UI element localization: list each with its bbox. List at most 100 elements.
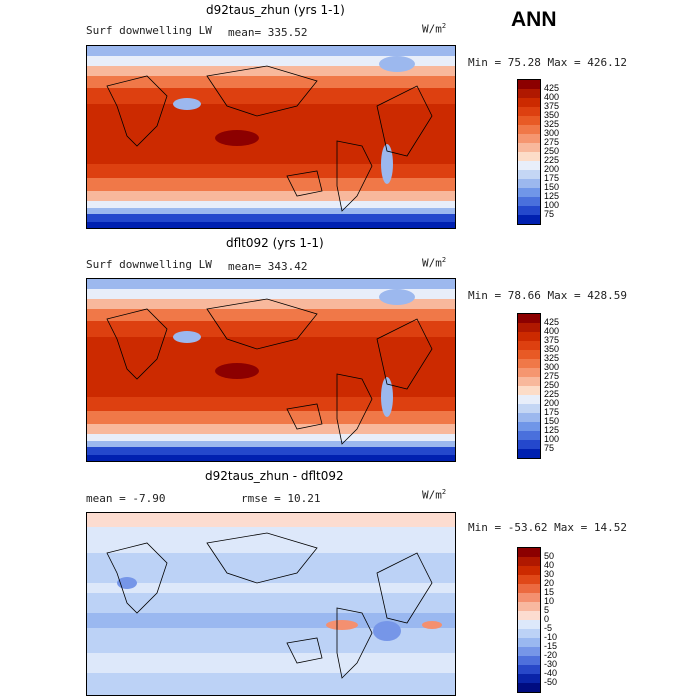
colorbar-swatch xyxy=(518,665,540,674)
map-field-blob xyxy=(173,331,201,343)
map-field-band xyxy=(87,593,455,613)
coastline xyxy=(286,170,323,197)
colorbar-swatch xyxy=(518,197,540,206)
map-field-band xyxy=(87,214,455,222)
colorbar-swatch xyxy=(518,656,540,665)
colorbar-label: 375 xyxy=(544,101,560,111)
map-field-band xyxy=(87,136,455,164)
colorbar-label: 125 xyxy=(544,425,560,435)
colorbar-label: 425 xyxy=(544,317,560,327)
colorbar-label: 225 xyxy=(544,155,560,165)
map-field-band xyxy=(87,441,455,447)
colorbar-label: 275 xyxy=(544,137,560,147)
panel3-title: d92taus_zhun - dflt092 xyxy=(205,469,344,483)
colorbar-label: 30 xyxy=(544,569,555,579)
colorbar-swatch xyxy=(518,548,540,557)
colorbar-label: 125 xyxy=(544,191,560,201)
colorbar-label: 300 xyxy=(544,128,560,138)
colorbar-label: 300 xyxy=(544,362,560,372)
map-field-blob xyxy=(117,577,137,589)
colorbar-label: 5 xyxy=(544,605,550,615)
map-field-band xyxy=(87,397,455,411)
panel2-title: dflt092 (yrs 1-1) xyxy=(226,236,324,250)
map-field-band xyxy=(87,191,455,201)
colorbar-swatch xyxy=(518,332,540,341)
map-field-band xyxy=(87,447,455,455)
map-field-blob xyxy=(381,144,393,184)
colorbar-label: -15 xyxy=(544,641,558,651)
map-field-band xyxy=(87,583,455,593)
map-field-band xyxy=(87,104,455,136)
map-field-band xyxy=(87,411,455,424)
map-field-band xyxy=(87,527,455,553)
panel3-rmse-label: rmse = 10.21 xyxy=(241,492,321,505)
colorbar-swatch xyxy=(518,593,540,602)
colorbar-label: 200 xyxy=(544,164,560,174)
colorbar-swatch xyxy=(518,629,540,638)
panel1-map-fill xyxy=(87,46,455,228)
colorbar-label: 325 xyxy=(544,353,560,363)
colorbar-label: 10 xyxy=(544,596,555,606)
colorbar-swatch xyxy=(518,359,540,368)
map-field-band xyxy=(87,424,455,434)
map-field-blob xyxy=(173,98,201,110)
map-field-band xyxy=(87,299,455,309)
colorbar-label: 0 xyxy=(544,614,550,624)
map-field-band xyxy=(87,455,455,461)
map-field-band xyxy=(87,56,455,66)
panel2-map xyxy=(86,278,456,462)
colorbar-label: 150 xyxy=(544,182,560,192)
coastline xyxy=(376,318,433,390)
colorbar-label: 250 xyxy=(544,380,560,390)
map-field-band xyxy=(87,289,455,299)
panel1-title: d92taus_zhun (yrs 1-1) xyxy=(206,3,345,17)
coastline xyxy=(106,542,168,614)
colorbar-label: -5 xyxy=(544,623,553,633)
panel2-unit-label: W/m2 xyxy=(422,256,447,270)
colorbar-label: 400 xyxy=(544,326,560,336)
colorbar-label: 275 xyxy=(544,371,560,381)
colorbar-label: 75 xyxy=(544,209,555,219)
panel3-range-label: Min = -53.62 Max = 14.52 xyxy=(468,521,627,534)
panel1-map-svg xyxy=(87,46,455,228)
map-field-band xyxy=(87,309,455,321)
colorbar-swatch xyxy=(518,143,540,152)
colorbar-swatch xyxy=(518,314,540,323)
coastline xyxy=(206,298,318,350)
colorbar-swatch xyxy=(518,431,540,440)
map-field-band xyxy=(87,321,455,337)
colorbar-swatch xyxy=(518,134,540,143)
map-field-band xyxy=(87,164,455,178)
map-field-band xyxy=(87,337,455,369)
panel2-map-fill xyxy=(87,279,455,461)
colorbar-label: -20 xyxy=(544,650,558,660)
colorbar-label: 75 xyxy=(544,443,555,453)
colorbar-swatch xyxy=(518,620,540,629)
colorbar-label: 50 xyxy=(544,551,555,561)
coastline xyxy=(206,65,318,117)
panel2-colorbar xyxy=(517,313,541,459)
panel3-unit-label: W/m2 xyxy=(422,488,447,502)
colorbar-swatch xyxy=(518,116,540,125)
colorbar-label: 150 xyxy=(544,416,560,426)
colorbar-swatch xyxy=(518,566,540,575)
map-field-blob xyxy=(373,621,401,641)
coastline xyxy=(106,75,168,147)
map-field-blob xyxy=(379,56,415,72)
colorbar-swatch xyxy=(518,323,540,332)
map-field-band xyxy=(87,88,455,104)
map-field-band xyxy=(87,613,455,628)
panel1-variable-label: Surf downwelling LW xyxy=(86,24,212,37)
coastline xyxy=(206,532,318,584)
colorbar-swatch xyxy=(518,107,540,116)
panel3-mean-label: mean = -7.90 xyxy=(86,492,166,505)
colorbar-swatch xyxy=(518,647,540,656)
map-field-band xyxy=(87,222,455,228)
panel3-map xyxy=(86,512,456,696)
map-field-band xyxy=(87,178,455,191)
colorbar-swatch xyxy=(518,206,540,215)
colorbar-swatch xyxy=(518,584,540,593)
colorbar-swatch xyxy=(518,179,540,188)
colorbar-label: 40 xyxy=(544,560,555,570)
colorbar-swatch xyxy=(518,215,540,224)
